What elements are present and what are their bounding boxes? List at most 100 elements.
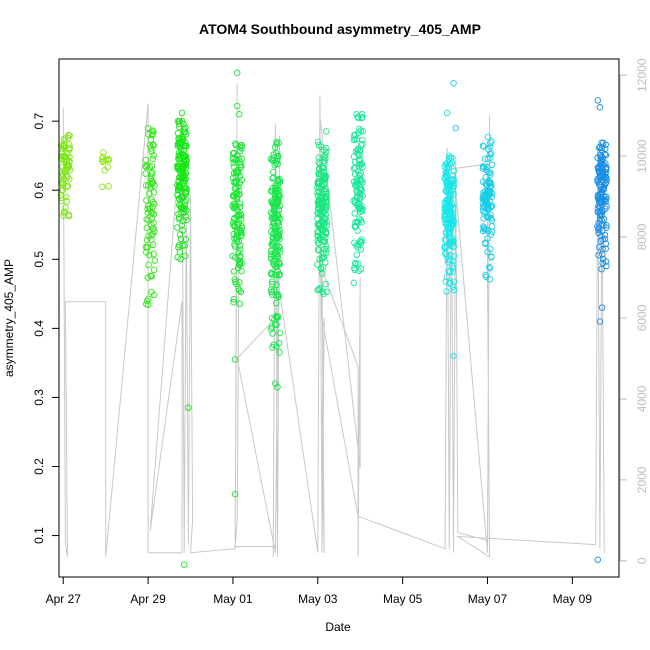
data-point <box>483 205 491 213</box>
data-point <box>315 165 323 173</box>
data-point <box>148 196 155 203</box>
data-point <box>488 161 496 169</box>
data-point <box>315 142 323 149</box>
data-point <box>149 155 157 163</box>
data-point <box>274 160 282 168</box>
data-point <box>353 251 361 259</box>
data-point <box>144 182 152 189</box>
data-point <box>316 202 324 209</box>
data-point <box>355 129 362 136</box>
data-point <box>272 228 279 236</box>
data-point <box>146 251 153 259</box>
data-point <box>100 149 107 156</box>
data-point <box>179 217 187 224</box>
data-point <box>238 224 245 232</box>
data-point <box>60 167 68 174</box>
data-point-outlier <box>276 349 283 356</box>
data-point <box>602 141 609 148</box>
data-point <box>230 298 237 306</box>
data-point <box>444 185 452 193</box>
data-point <box>357 186 364 194</box>
data-point <box>449 264 457 272</box>
data-point <box>450 243 458 250</box>
y-right-tick-label: 4000 <box>635 385 649 412</box>
data-point <box>230 216 238 223</box>
data-point <box>144 205 151 213</box>
data-point-outlier <box>443 109 451 117</box>
data-point <box>151 257 159 264</box>
y-axis-label: asymmetry_405_AMP <box>2 259 16 377</box>
data-point <box>274 234 282 242</box>
data-point <box>597 163 604 170</box>
data-point <box>150 128 157 135</box>
data-point <box>598 157 605 165</box>
data-point <box>442 172 450 180</box>
data-point <box>231 222 239 229</box>
data-point <box>595 167 603 175</box>
data-point <box>443 188 451 196</box>
data-point <box>183 185 190 192</box>
data-point <box>143 196 150 204</box>
data-point <box>357 142 365 149</box>
data-point <box>63 183 71 191</box>
data-point <box>233 235 241 243</box>
data-point <box>238 145 245 152</box>
data-point <box>61 168 69 176</box>
data-point <box>441 236 449 243</box>
data-point-outlier <box>233 102 241 110</box>
data-point <box>272 312 280 320</box>
data-point <box>229 203 236 210</box>
x-tick-label: May 07 <box>468 592 508 606</box>
data-point-outlier <box>354 114 362 121</box>
data-point <box>479 195 487 203</box>
data-point <box>179 135 187 143</box>
data-point <box>273 250 281 258</box>
data-point <box>230 163 238 170</box>
data-point <box>267 253 275 261</box>
data-point <box>357 265 365 273</box>
data-point <box>235 212 243 220</box>
data-point-outlier <box>452 124 459 132</box>
data-point <box>235 285 242 293</box>
data-point <box>274 177 282 184</box>
data-point <box>183 156 190 164</box>
data-point <box>482 174 490 181</box>
data-point <box>315 211 322 218</box>
data-point <box>234 228 241 236</box>
data-point <box>484 235 491 242</box>
data-point <box>230 268 238 275</box>
data-point <box>273 140 280 148</box>
data-point <box>351 260 359 267</box>
data-point <box>176 143 184 150</box>
data-point <box>482 240 489 248</box>
data-point <box>150 250 157 258</box>
data-point <box>178 209 185 216</box>
data-point <box>358 236 365 243</box>
data-point <box>314 138 322 146</box>
data-point <box>59 182 67 189</box>
data-point <box>273 321 280 329</box>
data-point <box>603 222 610 229</box>
data-point <box>275 233 282 240</box>
data-point <box>64 162 71 169</box>
data-point <box>442 228 450 236</box>
data-point <box>444 258 452 266</box>
data-point <box>322 280 329 288</box>
data-point <box>597 210 604 218</box>
data-point <box>149 169 156 176</box>
data-point <box>150 152 157 159</box>
data-point-outlier <box>236 111 243 118</box>
data-point <box>148 232 155 239</box>
data-point <box>148 215 156 223</box>
data-point <box>60 136 68 144</box>
y-tick-label: 0.6 <box>32 182 46 199</box>
data-point <box>238 267 245 275</box>
data-point <box>148 236 155 243</box>
x-tick-label: May 03 <box>298 592 338 606</box>
data-point <box>596 173 604 181</box>
data-point <box>174 224 181 231</box>
data-point <box>319 234 327 241</box>
data-point <box>599 185 607 192</box>
data-point <box>179 242 186 249</box>
